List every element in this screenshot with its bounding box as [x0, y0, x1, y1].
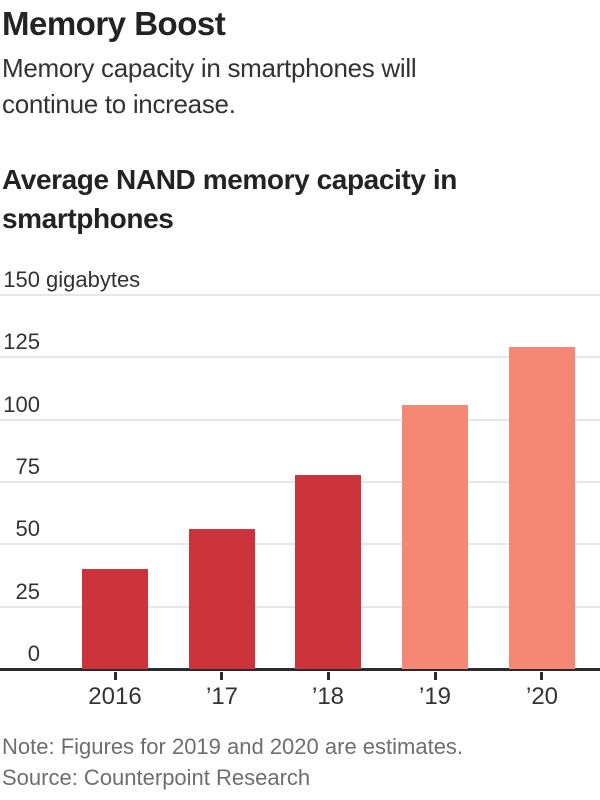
bar-20-estimate	[509, 347, 575, 669]
x-axis-label-18: ’18	[311, 683, 345, 710]
y-gridline-100	[0, 419, 600, 421]
y-axis-tick-value: 100	[3, 392, 40, 417]
x-axis-tick-18	[327, 672, 330, 680]
y-axis-label-100: 100	[0, 392, 40, 418]
y-axis-tick-value: 125	[3, 329, 40, 354]
x-axis-tick-2016	[114, 672, 117, 680]
y-axis-tick-value: 25	[15, 579, 40, 604]
bar-2016	[82, 569, 148, 669]
chart-title-line-2: smartphones	[2, 203, 174, 234]
y-axis-label-25: 25	[0, 579, 40, 605]
y-axis-tick-value: 50	[15, 516, 40, 541]
subtitle-line-1: Memory capacity in smartphones will	[2, 53, 417, 83]
chart-title: Average NAND memory capacity in smartphon…	[2, 160, 457, 238]
chart-note: Note: Figures for 2019 and 2020 are esti…	[2, 734, 464, 759]
x-axis-label-19: ’19	[418, 683, 452, 710]
y-axis-tick-value: 0	[27, 641, 40, 666]
bar-17	[189, 529, 255, 669]
y-axis-tick-value: 150	[3, 267, 40, 292]
y-axis-tick-value: 75	[15, 454, 40, 479]
y-axis-label-150: 150 gigabytes	[0, 267, 140, 293]
x-axis-label-2016: 2016	[88, 683, 142, 710]
chart-source: Source: Counterpoint Research	[2, 765, 311, 790]
y-axis-unit-label: gigabytes	[46, 267, 141, 292]
y-gridline-125	[0, 356, 600, 358]
x-axis-tick-19	[434, 672, 437, 680]
x-axis-tick-17	[220, 672, 223, 680]
y-axis-label-0: 0	[0, 641, 40, 667]
x-axis-label-20: ’20	[525, 683, 559, 710]
page-title: Memory Boost	[2, 5, 226, 42]
x-axis-tick-20	[540, 672, 543, 680]
y-gridline-150	[0, 294, 600, 296]
y-axis-label-125: 125	[0, 329, 40, 355]
y-axis-label-50: 50	[0, 516, 40, 542]
bar-19-estimate	[402, 405, 468, 669]
subtitle-line-2: continue to increase.	[2, 89, 236, 119]
chart-title-line-1: Average NAND memory capacity in	[2, 164, 457, 195]
x-axis-label-17: ’17	[205, 683, 239, 710]
bar-18	[295, 475, 361, 669]
page-subtitle: Memory capacity in smartphones will conti…	[2, 50, 417, 122]
x-axis-line	[0, 668, 600, 671]
y-axis-label-75: 75	[0, 454, 40, 480]
